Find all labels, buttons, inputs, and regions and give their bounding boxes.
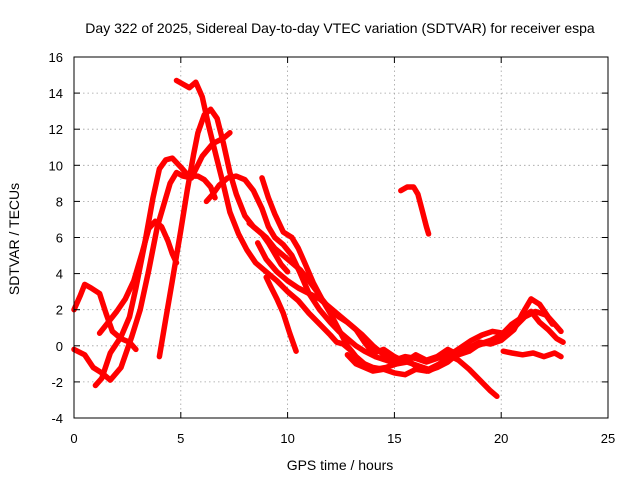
y-axis-label: SDTVAR / TECUs <box>6 183 22 295</box>
axis-ticks: 0 5 10 15 20 25 -4 -2 0 2 4 6 8 10 12 14 16 <box>49 50 616 446</box>
y-tick-label: 0 <box>56 339 63 354</box>
series-line-sat-e <box>156 106 291 360</box>
y-tick-label: -2 <box>51 375 63 390</box>
y-tick-label: 4 <box>56 267 63 282</box>
series-line-sat-b <box>71 130 233 383</box>
x-tick-label: 15 <box>387 431 401 446</box>
y-tick-label: 2 <box>56 303 63 318</box>
series-line-sat-k <box>263 274 299 354</box>
y-tick-label: 12 <box>49 122 63 137</box>
series-line-sat-l <box>344 296 564 378</box>
y-tick-label: -4 <box>51 411 63 426</box>
x-tick-label: 0 <box>70 431 77 446</box>
series-line-sat-g <box>203 173 504 373</box>
y-tick-label: 16 <box>49 50 63 65</box>
y-tick-label: 8 <box>56 194 63 209</box>
series-line-sat-a <box>71 281 139 353</box>
chart-title: Day 322 of 2025, Sidereal Day-to-day VTE… <box>85 20 595 36</box>
x-axis-label: GPS time / hours <box>287 457 394 473</box>
series-line-sat-j <box>259 175 566 365</box>
series-line-sat-n <box>500 348 564 360</box>
x-tick-label: 20 <box>494 431 508 446</box>
y-tick-label: 10 <box>49 158 63 173</box>
x-tick-label: 5 <box>177 431 184 446</box>
plot-series <box>71 77 566 400</box>
x-tick-label: 25 <box>601 431 615 446</box>
x-tick-label: 10 <box>280 431 294 446</box>
y-tick-label: 6 <box>56 231 63 246</box>
series-line-sat-d <box>92 155 218 389</box>
series-line-sat-m <box>398 184 432 237</box>
y-tick-label: 14 <box>49 86 63 101</box>
